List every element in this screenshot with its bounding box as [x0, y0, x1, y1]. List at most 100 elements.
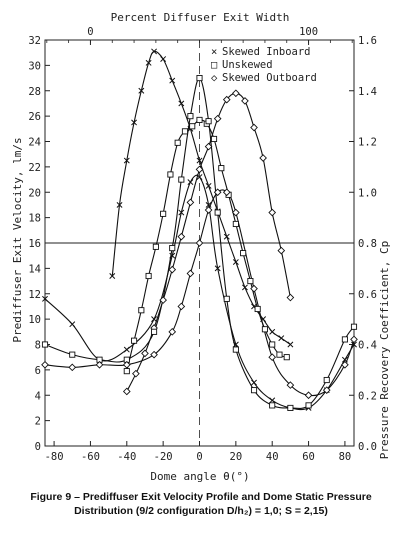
cp-point-diamond: [232, 208, 240, 217]
cp-point-x: [187, 179, 194, 186]
y-right-tick-label: 1.2: [358, 137, 377, 149]
y-left-tick-label: 16: [28, 238, 41, 250]
velocity-point-x: [260, 316, 267, 323]
velocity-point-diamond: [177, 232, 186, 241]
y-left-tick-label: 20: [28, 187, 41, 199]
y-right-tick-label: 0.4: [358, 340, 377, 352]
velocity-point-square: [232, 220, 239, 228]
x-tick-label: -20: [154, 451, 173, 463]
legend-symbol-skewed-inboard: ×: [211, 46, 217, 58]
y-left-axis-label: Prediffuser Exit Velocity, lm/s: [11, 137, 24, 342]
velocity-point-x: [205, 182, 212, 189]
velocity-point-square: [181, 128, 189, 135]
cp-line-square: [44, 77, 355, 409]
cp-point-square: [169, 245, 176, 252]
y-right-tick-label: 0.8: [358, 238, 377, 250]
velocity-point-square: [254, 305, 261, 313]
velocity-point-x: [169, 77, 176, 84]
top-tick-label: 0: [87, 26, 93, 38]
top-axis-label: Percent Diffuser Exit Width: [111, 11, 290, 24]
cp-point-diamond: [168, 327, 177, 336]
cp-point-diamond: [322, 386, 331, 395]
y-left-tick-label: 18: [28, 213, 41, 225]
x-tick-label: 60: [302, 451, 315, 463]
velocity-point-x: [138, 87, 145, 94]
velocity-point-diamond: [222, 95, 231, 104]
velocity-point-square: [160, 210, 167, 217]
velocity-line-x: [111, 50, 291, 345]
velocity-point-square: [123, 368, 130, 375]
x-tick-label: -40: [117, 451, 136, 463]
velocity-point-square: [167, 171, 174, 178]
cp-point-diamond: [41, 360, 49, 369]
cp-point-x: [232, 341, 239, 348]
cp-point-x: [42, 295, 48, 302]
y-left-tick-label: 8: [35, 340, 41, 352]
velocity-point-x: [131, 119, 138, 126]
cp-point-diamond: [195, 239, 204, 247]
cp-point-diamond: [341, 360, 349, 369]
cp-point-diamond: [350, 335, 358, 344]
cp-point-square: [269, 402, 276, 409]
cp-point-square: [178, 176, 185, 183]
velocity-point-diamond: [168, 265, 177, 274]
velocity-point-x: [109, 273, 116, 279]
y-left-tick-label: 30: [28, 60, 41, 72]
velocity-point-x: [232, 259, 239, 265]
cp-point-x: [151, 316, 158, 323]
cp-point-square: [151, 328, 158, 335]
y-left-tick-label: 22: [28, 162, 41, 174]
y-left-tick-label: 24: [28, 137, 41, 149]
velocity-point-square: [240, 250, 247, 257]
legend-symbol-unskewed: □: [211, 59, 218, 71]
x-tick-label: 80: [339, 451, 352, 463]
velocity-point-square: [189, 123, 196, 130]
cp-point-square: [350, 323, 358, 330]
y-right-tick-label: 1.6: [358, 35, 377, 47]
y-left-tick-label: 10: [28, 314, 41, 326]
velocity-point-square: [210, 135, 218, 143]
y-left-tick-label: 0: [35, 441, 41, 453]
velocity-point-x: [287, 341, 294, 348]
y-left-tick-label: 28: [28, 86, 41, 98]
tick-labels-group: -80 -60 -40 -20 0 20 40 60 800 100024681012141618…: [28, 26, 377, 463]
cp-point-x: [123, 346, 130, 353]
x-axis-label: Dome angle θ(°): [150, 470, 249, 483]
y-right-tick-label: 0.6: [358, 289, 377, 301]
cp-point-square: [323, 376, 330, 384]
velocity-point-diamond: [259, 154, 267, 162]
velocity-point-diamond: [122, 387, 131, 396]
x-tick-label: 0: [196, 451, 202, 463]
legend-label-unskewed: Unskewed: [222, 59, 273, 71]
velocity-point-square: [152, 243, 159, 250]
velocity-point-square: [196, 116, 203, 123]
cp-point-diamond: [304, 391, 313, 400]
cp-point-diamond: [204, 206, 213, 214]
velocity-point-diamond: [186, 198, 195, 207]
cp-point-square: [41, 341, 49, 348]
cp-point-square: [232, 346, 239, 353]
legend-label-skewed-outboard: Skewed Outboard: [222, 72, 317, 84]
velocity-point-x: [269, 328, 276, 335]
cp-point-x: [69, 321, 76, 328]
cp-point-x: [214, 265, 221, 272]
velocity-point-square: [218, 165, 225, 172]
velocity-point-square: [138, 307, 145, 314]
velocity-point-diamond: [250, 123, 258, 132]
velocity-point-square: [247, 278, 254, 285]
velocity-point-diamond: [159, 296, 167, 304]
chart: -80 -60 -40 -20 0 20 40 60 800 100024681012141618…: [11, 11, 391, 483]
x-tick-label: -80: [45, 451, 64, 463]
velocity-point-x: [196, 157, 203, 164]
velocity-point-square: [261, 326, 268, 333]
y-right-axis-label: Pressure Recovery Coefficient, Cp: [378, 241, 391, 460]
top-tick-label: 100: [299, 26, 318, 38]
y-left-tick-label: 2: [35, 416, 41, 428]
velocity-point-x: [123, 157, 130, 164]
cp-point-diamond: [177, 302, 186, 311]
velocity-point-x: [116, 201, 123, 208]
legend-symbol-skewed-outboard: ◇: [211, 72, 218, 84]
cp-point-square: [214, 209, 221, 216]
cp-point-square: [196, 75, 203, 82]
markers-group: [41, 48, 358, 411]
